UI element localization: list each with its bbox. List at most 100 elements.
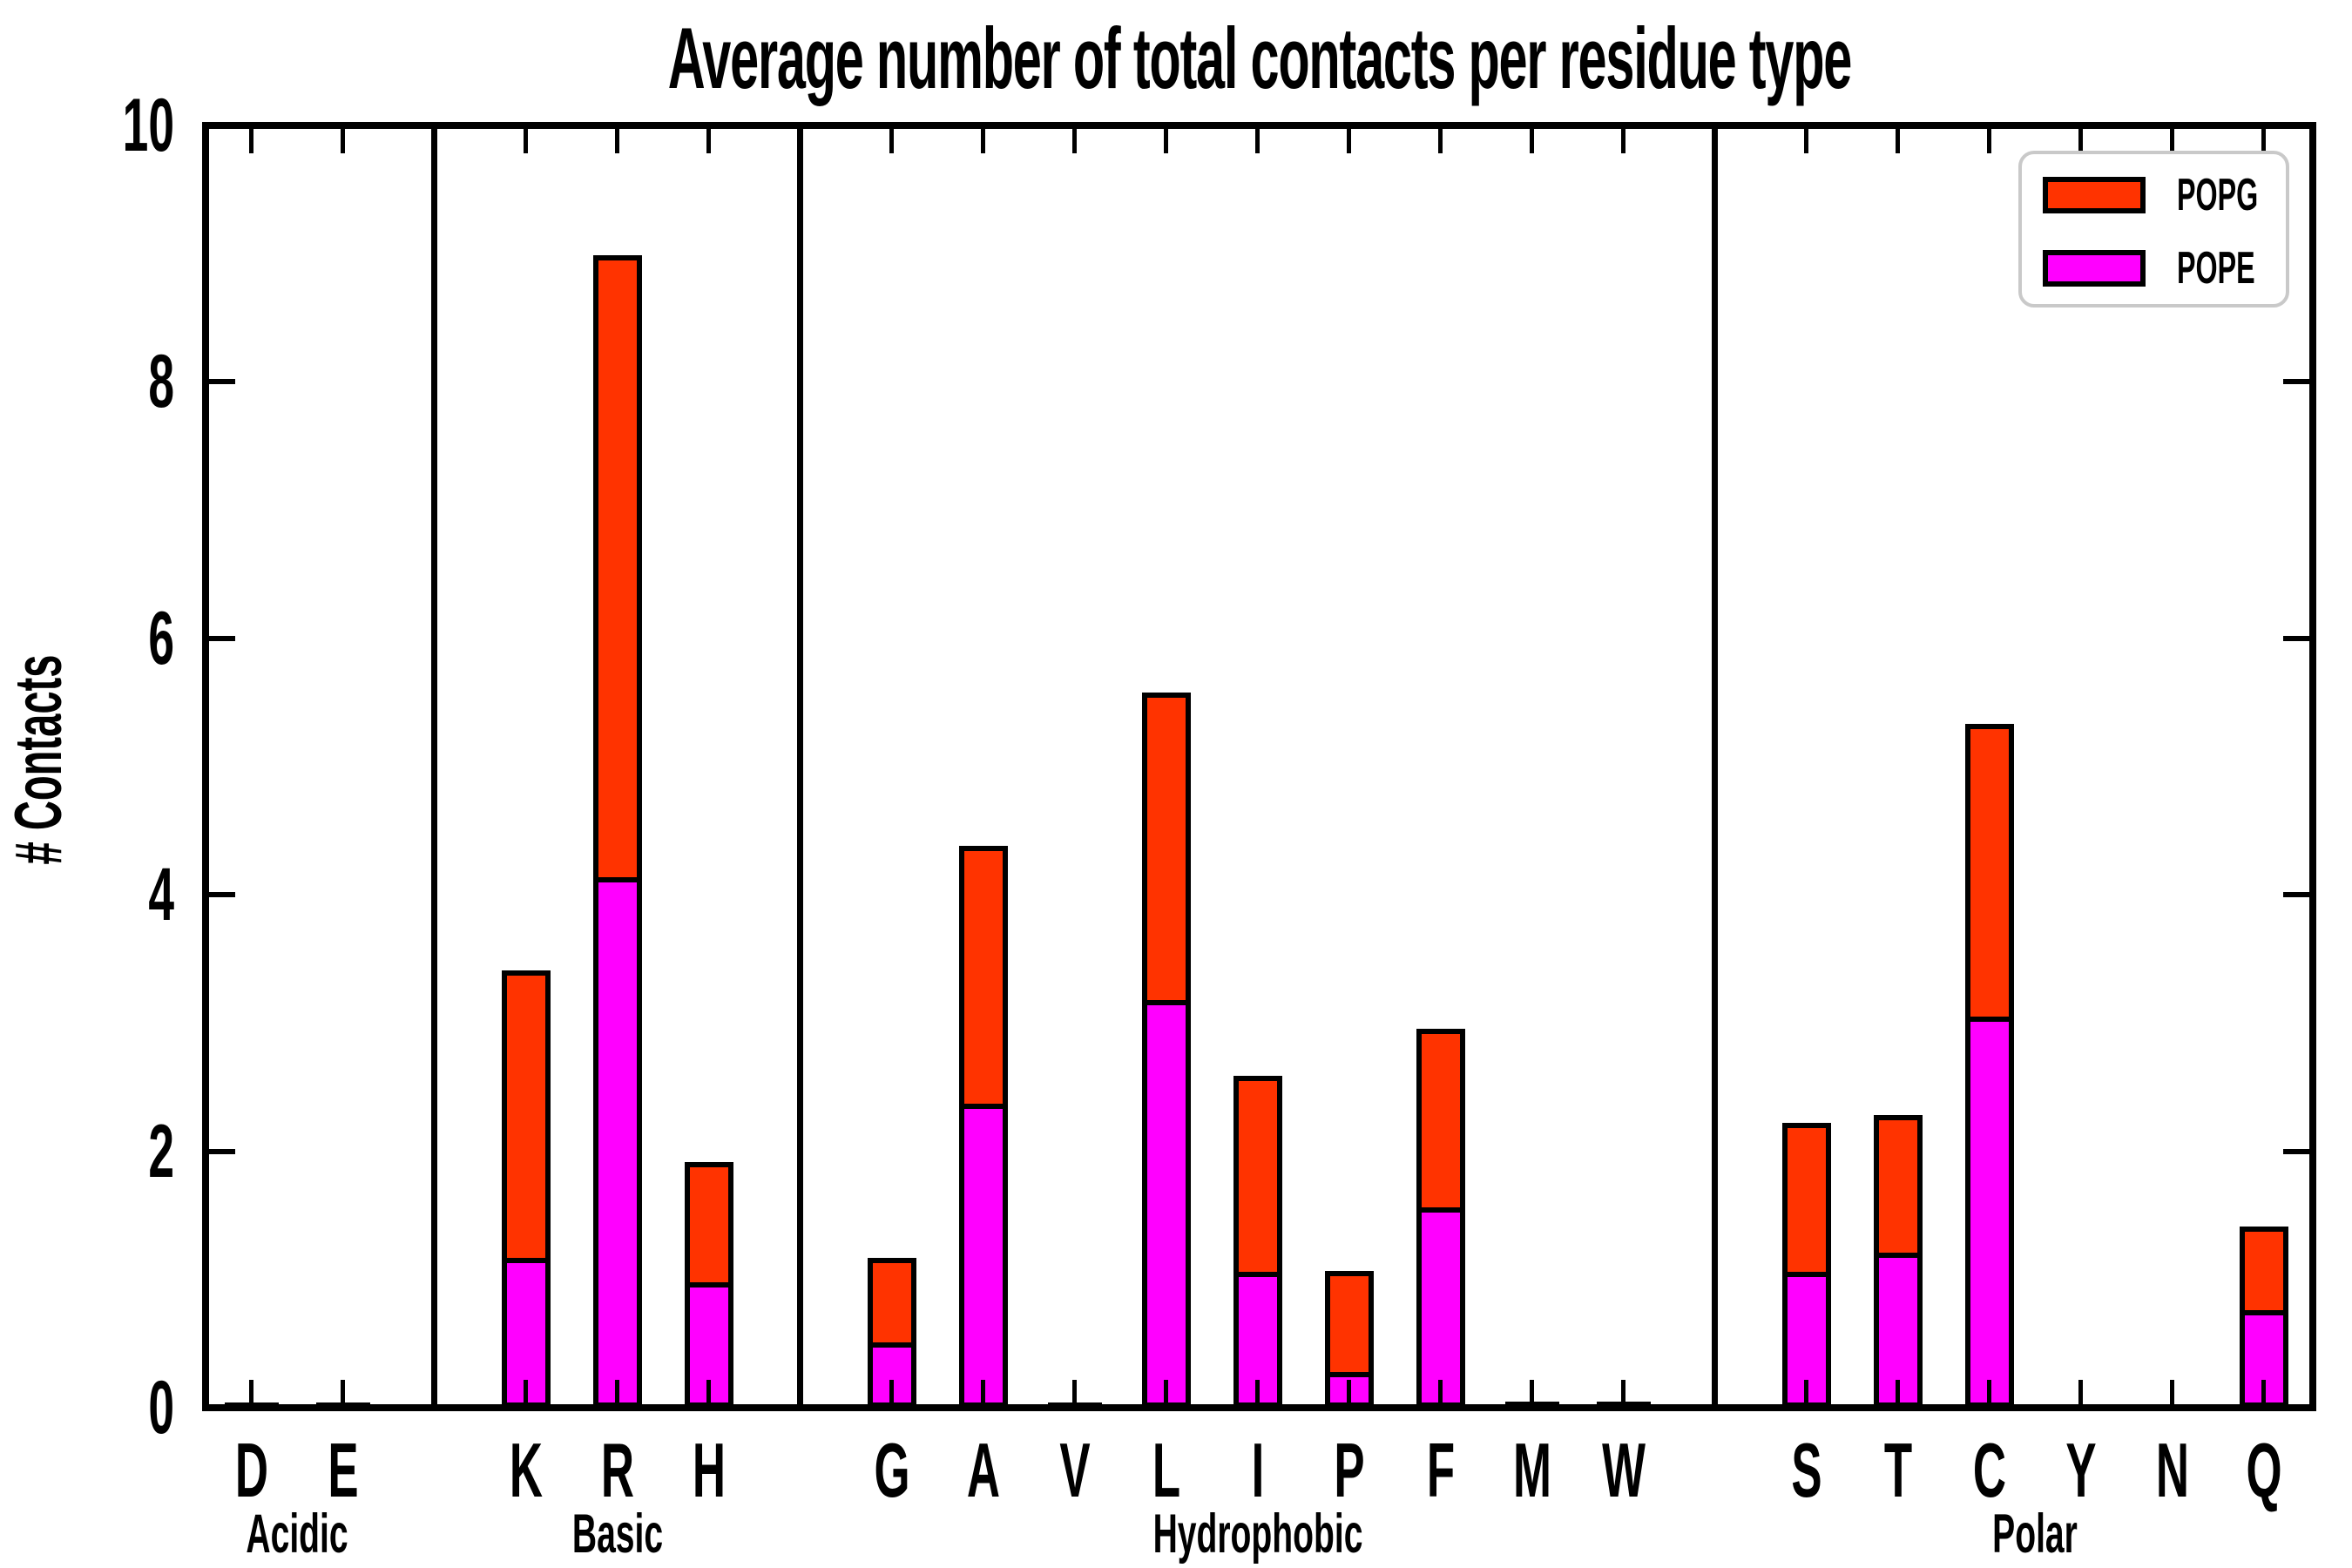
x-tick-bottom-S bbox=[1804, 1380, 1808, 1404]
x-tick-label-W: W bbox=[1601, 1427, 1646, 1513]
bar-Y-trace bbox=[2053, 1404, 2108, 1408]
x-tick-bottom-F bbox=[1438, 1380, 1443, 1404]
bar-C-pope bbox=[1964, 1017, 2014, 1408]
legend-label-pope: POPE bbox=[2177, 243, 2255, 294]
x-tick-top-P bbox=[1347, 129, 1351, 153]
x-tick-label-V: V bbox=[1058, 1427, 1091, 1513]
y-tick-label-4: 4 bbox=[148, 853, 174, 937]
y-tick-label-2: 2 bbox=[148, 1109, 174, 1193]
x-tick-top-A bbox=[981, 129, 985, 153]
x-tick-label-T: T bbox=[1883, 1427, 1912, 1513]
bar-C-popg bbox=[1964, 724, 2014, 1022]
y-tick-label-6: 6 bbox=[148, 596, 174, 680]
bar-Q-popg bbox=[2239, 1227, 2288, 1315]
x-tick-label-Y: Y bbox=[2065, 1427, 2097, 1513]
bar-A-popg bbox=[958, 846, 1008, 1109]
x-tick-top-W bbox=[1621, 129, 1625, 153]
bar-L-popg bbox=[1141, 693, 1191, 1005]
bar-N-trace bbox=[2145, 1404, 2200, 1408]
x-tick-top-L bbox=[1164, 129, 1168, 153]
x-tick-label-C: C bbox=[1972, 1427, 2006, 1513]
bar-F-popg bbox=[1416, 1029, 1465, 1213]
bar-R-popg bbox=[592, 255, 642, 882]
legend-swatch-popg bbox=[2043, 177, 2146, 213]
x-tick-top-M bbox=[1530, 129, 1534, 153]
x-tick-top-I bbox=[1255, 129, 1260, 153]
x-tick-label-M: M bbox=[1512, 1427, 1551, 1513]
x-tick-bottom-G bbox=[889, 1380, 894, 1404]
bar-G-popg bbox=[867, 1258, 916, 1348]
x-tick-bottom-W bbox=[1621, 1380, 1625, 1404]
x-tick-top-Y bbox=[2078, 129, 2083, 153]
x-tick-label-H: H bbox=[692, 1427, 726, 1513]
x-tick-top-C bbox=[1987, 129, 1991, 153]
x-tick-bottom-Y bbox=[2078, 1380, 2083, 1404]
group-label-polar: Polar bbox=[1992, 1504, 2078, 1565]
x-tick-bottom-V bbox=[1072, 1380, 1077, 1404]
x-tick-top-R bbox=[615, 129, 619, 153]
y-tick-left-4 bbox=[209, 892, 235, 898]
x-tick-top-E bbox=[341, 129, 345, 153]
x-tick-bottom-H bbox=[706, 1380, 711, 1404]
y-tick-right-8 bbox=[2283, 379, 2309, 385]
x-tick-bottom-K bbox=[524, 1380, 528, 1404]
y-tick-label-10: 10 bbox=[122, 84, 174, 167]
x-tick-label-S: S bbox=[1790, 1427, 1822, 1513]
x-tick-bottom-T bbox=[1896, 1380, 1900, 1404]
x-tick-label-D: D bbox=[234, 1427, 268, 1513]
y-tick-right-4 bbox=[2283, 892, 2309, 898]
x-tick-bottom-M bbox=[1530, 1380, 1534, 1404]
chart-title-text: Average number of total contacts per res… bbox=[667, 10, 1852, 106]
x-tick-bottom-L bbox=[1164, 1380, 1168, 1404]
x-tick-label-G: G bbox=[873, 1427, 910, 1513]
x-tick-bottom-D bbox=[249, 1380, 253, 1404]
x-tick-bottom-E bbox=[341, 1380, 345, 1404]
x-tick-top-T bbox=[1896, 129, 1900, 153]
x-tick-top-N bbox=[2170, 129, 2174, 153]
x-tick-label-F: F bbox=[1426, 1427, 1455, 1513]
x-tick-bottom-A bbox=[981, 1380, 985, 1404]
x-tick-bottom-Q bbox=[2261, 1380, 2266, 1404]
y-tick-left-2 bbox=[209, 1148, 235, 1154]
bar-L-pope bbox=[1141, 1000, 1191, 1408]
group-divider-0 bbox=[431, 125, 437, 1408]
y-tick-label-0: 0 bbox=[148, 1366, 174, 1450]
y-tick-left-8 bbox=[209, 379, 235, 385]
bar-A-pope bbox=[958, 1104, 1008, 1408]
x-tick-bottom-P bbox=[1347, 1380, 1351, 1404]
x-tick-label-Q: Q bbox=[2245, 1427, 2282, 1513]
y-tick-label-8: 8 bbox=[148, 340, 174, 424]
y-axis-label: # Contacts bbox=[2, 654, 76, 865]
bar-F-pope bbox=[1416, 1207, 1465, 1408]
legend-label-popg: POPG bbox=[2177, 170, 2259, 220]
bar-K-popg bbox=[501, 970, 551, 1263]
x-tick-top-S bbox=[1804, 129, 1808, 153]
y-tick-right-6 bbox=[2283, 635, 2309, 641]
bar-P-popg bbox=[1324, 1271, 1374, 1377]
x-tick-label-A: A bbox=[966, 1427, 1000, 1513]
y-tick-left-6 bbox=[209, 635, 235, 641]
bar-T-popg bbox=[1873, 1115, 1923, 1258]
x-tick-top-F bbox=[1438, 129, 1443, 153]
x-tick-top-H bbox=[706, 129, 711, 153]
x-tick-label-L: L bbox=[1152, 1427, 1180, 1513]
bar-R-pope bbox=[592, 877, 642, 1408]
x-tick-label-R: R bbox=[600, 1427, 634, 1513]
x-tick-label-E: E bbox=[327, 1427, 359, 1513]
bar-T-pope bbox=[1873, 1253, 1923, 1408]
x-tick-label-K: K bbox=[509, 1427, 543, 1513]
x-tick-label-I: I bbox=[1251, 1427, 1264, 1513]
x-tick-top-V bbox=[1072, 129, 1077, 153]
group-label-basic: Basic bbox=[571, 1504, 663, 1565]
x-tick-label-P: P bbox=[1333, 1427, 1365, 1513]
group-label-hydrophobic: Hydrophobic bbox=[1152, 1504, 1362, 1565]
x-tick-top-D bbox=[249, 129, 253, 153]
x-tick-top-G bbox=[889, 129, 894, 153]
x-tick-top-Q bbox=[2261, 129, 2266, 153]
legend: POPG POPE bbox=[2018, 151, 2289, 308]
x-tick-top-K bbox=[524, 129, 528, 153]
y-tick-right-2 bbox=[2283, 1148, 2309, 1154]
chart-title: Average number of total contacts per res… bbox=[202, 9, 2316, 108]
group-divider-1 bbox=[797, 125, 803, 1408]
